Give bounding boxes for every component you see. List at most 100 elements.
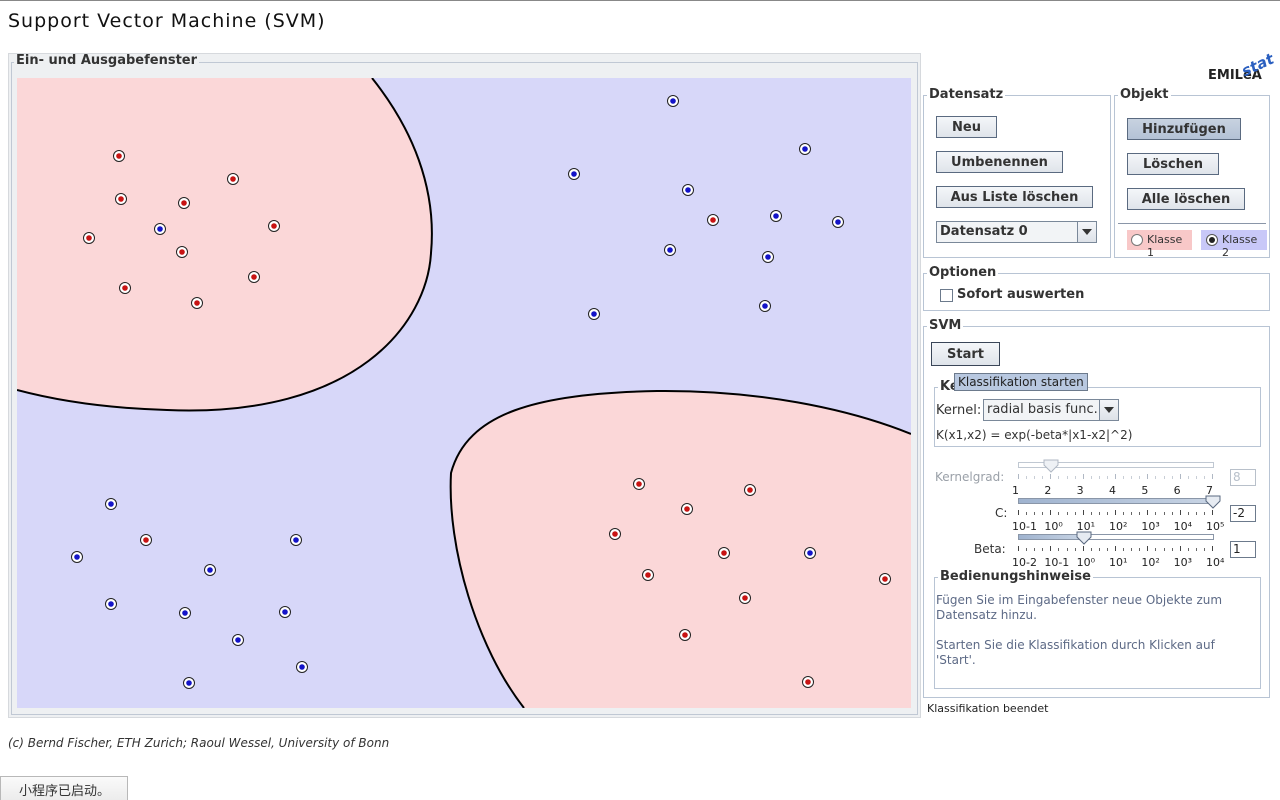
dataset-select[interactable]: Datensatz 0 xyxy=(936,221,1097,243)
decision-boundary-top-left xyxy=(17,78,433,412)
data-point-class2[interactable] xyxy=(154,223,166,235)
data-point-class2[interactable] xyxy=(832,216,844,228)
kernel-label: Kernel: xyxy=(936,403,982,418)
svm-legend: SVM xyxy=(927,318,964,333)
data-point-class2[interactable] xyxy=(105,498,117,510)
data-point-class1[interactable] xyxy=(609,528,621,540)
data-point-class2[interactable] xyxy=(232,634,244,646)
data-point-class2[interactable] xyxy=(105,598,117,610)
c-input[interactable]: -2 xyxy=(1230,505,1256,522)
data-point-class2[interactable] xyxy=(667,95,679,107)
beta-slider-thumb[interactable] xyxy=(1076,530,1092,546)
data-points[interactable] xyxy=(71,95,891,689)
optionen-group xyxy=(923,273,1270,311)
hint-line-4: 'Start'. xyxy=(936,653,976,667)
hints-legend: Bedienungshinweise xyxy=(938,569,1093,584)
slider-tick-label: 10⁰ xyxy=(1044,520,1063,533)
data-point-class2[interactable] xyxy=(770,210,782,222)
slider-tick-label: 10¹ xyxy=(1076,520,1096,533)
data-point-class2[interactable] xyxy=(759,300,771,312)
data-point-class1[interactable] xyxy=(802,676,814,688)
data-point-class1[interactable] xyxy=(268,220,280,232)
data-point-class1[interactable] xyxy=(140,534,152,546)
data-point-class1[interactable] xyxy=(739,592,751,604)
kernelgrad-slider[interactable] xyxy=(1018,462,1214,468)
io-panel-legend: Ein- und Ausgabefenster xyxy=(14,53,200,68)
data-point-class2[interactable] xyxy=(682,184,694,196)
data-point-class2[interactable] xyxy=(296,661,308,673)
kernelgrad-input[interactable]: 8 xyxy=(1230,469,1256,486)
add-object-button[interactable]: Hinzufügen xyxy=(1127,118,1241,140)
data-point-class1[interactable] xyxy=(707,214,719,226)
slider-tick-label: 10³ xyxy=(1141,520,1160,533)
data-point-class1[interactable] xyxy=(633,478,645,490)
data-point-class1[interactable] xyxy=(191,297,203,309)
datensatz-group xyxy=(923,95,1111,258)
data-point-class2[interactable] xyxy=(804,547,816,559)
chevron-down-icon[interactable] xyxy=(1099,400,1118,420)
status-text: Klassifikation beendet xyxy=(927,702,1049,715)
hint-line-2: Datensatz hinzu. xyxy=(936,608,1037,622)
data-point-class2[interactable] xyxy=(279,606,291,618)
data-point-class1[interactable] xyxy=(227,173,239,185)
instant-evaluate-label: Sofort auswerten xyxy=(957,287,1085,302)
slider-tick-label: 4 xyxy=(1109,484,1116,497)
data-point-class1[interactable] xyxy=(83,232,95,244)
start-button[interactable]: Start xyxy=(931,342,1000,366)
beta-input[interactable]: 1 xyxy=(1230,541,1256,558)
delete-from-list-button[interactable]: Aus Liste löschen xyxy=(936,186,1093,208)
data-point-class2[interactable] xyxy=(71,551,83,563)
c-slider[interactable] xyxy=(1018,498,1214,504)
data-point-class1[interactable] xyxy=(681,503,693,515)
kernelgrad-slider-thumb[interactable] xyxy=(1043,458,1059,474)
data-point-class1[interactable] xyxy=(744,484,756,496)
slider-tick-label: 10¹ xyxy=(1109,556,1128,569)
data-point-class2[interactable] xyxy=(179,607,191,619)
class1-radio[interactable]: Klasse 1 xyxy=(1127,230,1192,259)
slider-tick-label: 10-1 xyxy=(1012,520,1037,533)
data-point-class1[interactable] xyxy=(113,150,125,162)
data-point-class1[interactable] xyxy=(119,282,131,294)
hints-group xyxy=(934,577,1261,689)
decision-boundary-bottom-right xyxy=(449,389,911,708)
data-point-class1[interactable] xyxy=(679,629,691,641)
data-point-class2[interactable] xyxy=(183,677,195,689)
delete-object-button[interactable]: Löschen xyxy=(1127,153,1219,175)
objekt-legend: Objekt xyxy=(1118,87,1171,102)
classification-plot[interactable] xyxy=(17,78,911,708)
data-point-class2[interactable] xyxy=(290,534,302,546)
c-label: C: xyxy=(995,506,1008,520)
data-point-class2[interactable] xyxy=(664,244,676,256)
c-slider-thumb[interactable] xyxy=(1205,494,1221,510)
applet-status-bar: 小程序已启动。 xyxy=(0,776,128,800)
class2-radio[interactable]: Klasse 2 xyxy=(1201,230,1267,259)
kernel-select[interactable]: radial basis func. xyxy=(983,399,1119,421)
instant-evaluate-checkbox[interactable] xyxy=(940,289,953,302)
data-point-class1[interactable] xyxy=(718,547,730,559)
data-point-class1[interactable] xyxy=(178,197,190,209)
slider-tick-label: 10⁰ xyxy=(1076,556,1096,569)
data-point-class1[interactable] xyxy=(642,569,654,581)
radio-unchecked-icon[interactable] xyxy=(1131,234,1143,246)
chevron-down-icon[interactable] xyxy=(1077,222,1096,242)
slider-tick-label: 7 xyxy=(1206,484,1213,497)
data-point-class2[interactable] xyxy=(588,308,600,320)
data-point-class2[interactable] xyxy=(568,168,580,180)
data-point-class1[interactable] xyxy=(115,193,127,205)
data-point-class1[interactable] xyxy=(879,573,891,585)
data-point-class2[interactable] xyxy=(762,251,774,263)
data-point-class2[interactable] xyxy=(799,143,811,155)
rename-dataset-button[interactable]: Umbenennen xyxy=(936,151,1063,173)
delete-all-objects-button[interactable]: Alle löschen xyxy=(1127,188,1245,210)
slider-tick-label: 5 xyxy=(1141,484,1149,497)
beta-slider[interactable] xyxy=(1018,534,1214,540)
data-point-class1[interactable] xyxy=(248,271,260,283)
data-point-class2[interactable] xyxy=(204,564,216,576)
datensatz-legend: Datensatz xyxy=(927,87,1006,102)
radio-checked-icon[interactable] xyxy=(1206,234,1218,246)
svm-group xyxy=(923,326,1270,698)
slider-tick-label: 3 xyxy=(1076,484,1084,497)
data-point-class1[interactable] xyxy=(176,246,188,258)
new-dataset-button[interactable]: Neu xyxy=(936,116,997,138)
kernel-formula: K(x1,x2) = exp(-beta*|x1-x2|^2) xyxy=(936,428,1133,442)
